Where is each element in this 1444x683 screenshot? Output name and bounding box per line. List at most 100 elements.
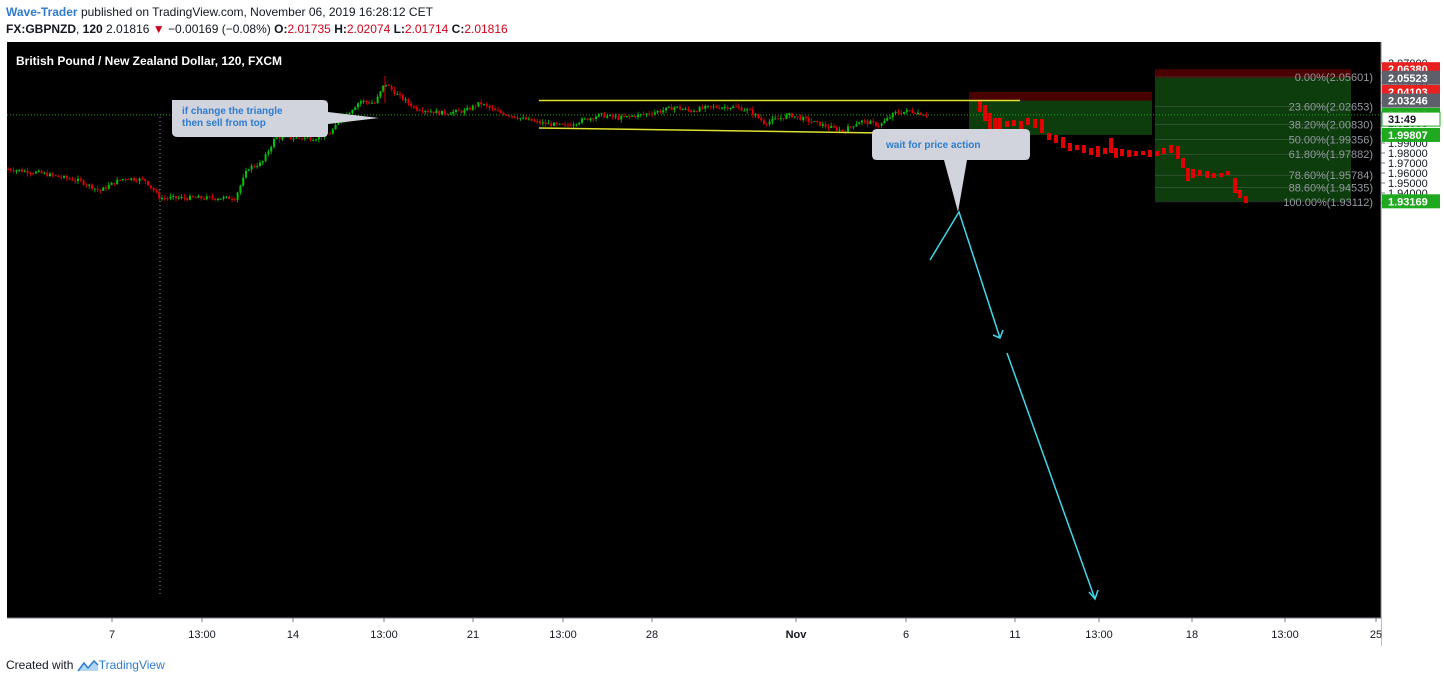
candle-body	[665, 107, 667, 111]
candle-body	[12, 170, 15, 172]
candle-body	[7, 169, 9, 170]
callout-bubble-2	[872, 129, 1030, 212]
candle-body	[191, 196, 194, 198]
callout-triangle-note[interactable]: if change the triangle then sell from to…	[172, 100, 379, 137]
projection-bar	[1205, 171, 1209, 178]
y-tick-label: 1.96000	[1388, 168, 1428, 180]
publish-info: Wave-Trader published on TradingView.com…	[6, 5, 433, 19]
candle-body	[485, 104, 488, 106]
callout-wait-note[interactable]: wait for price action	[872, 129, 1030, 212]
projection-bar	[1198, 170, 1202, 176]
author-link[interactable]: Wave-Trader	[6, 5, 78, 19]
candle-body	[533, 120, 536, 122]
projection-bar	[1238, 190, 1242, 198]
candle-body	[704, 106, 707, 109]
candle-body	[194, 197, 197, 199]
x-tick-label: 7	[109, 629, 115, 641]
candle-body	[250, 165, 253, 170]
candle-body	[788, 113, 791, 116]
candle-body	[746, 109, 749, 111]
projection-bar	[1134, 151, 1138, 156]
candle-body	[508, 115, 511, 117]
fib-label: 88.60%(1.94535)	[1289, 183, 1373, 195]
fib-label: 23.60%(2.02653)	[1289, 101, 1373, 113]
candle-body	[698, 107, 701, 112]
candle-body	[429, 111, 432, 113]
candle-body	[197, 196, 200, 198]
candle-body	[653, 112, 656, 115]
x-tick-label: 13:00	[1271, 629, 1299, 641]
candle-body	[771, 118, 774, 122]
x-tick-label: 13:00	[549, 629, 577, 641]
candle-body	[214, 198, 217, 200]
candle-body	[905, 110, 908, 112]
candle-body	[723, 106, 726, 108]
candle-body	[152, 187, 155, 191]
tradingview-brand-link[interactable]: TradingView	[98, 658, 165, 672]
candle-body	[525, 117, 527, 120]
candle-body	[502, 112, 505, 115]
fib-label: 78.60%(1.95784)	[1289, 170, 1373, 182]
candle-body	[85, 184, 88, 186]
projection-bar	[1155, 151, 1159, 156]
candle-body	[488, 105, 491, 108]
candle-body	[245, 170, 247, 178]
plot-background[interactable]	[7, 42, 1381, 646]
candle-body	[427, 111, 429, 113]
candle-body	[169, 196, 172, 199]
candle-body	[141, 178, 144, 180]
price-axis: 2.070002.060002.050002.030002.020002.010…	[1381, 58, 1441, 210]
projection-bar	[983, 105, 987, 121]
close-label: C:	[451, 22, 465, 36]
candle-body	[26, 170, 29, 174]
candle-body	[446, 113, 449, 115]
candle-body	[46, 172, 49, 177]
candle-body	[334, 124, 337, 130]
candle-body	[401, 94, 404, 100]
candle-body	[819, 121, 821, 126]
candle-body	[49, 173, 51, 177]
candle-body	[390, 85, 393, 90]
candle-body	[284, 136, 287, 138]
candle-body	[348, 113, 351, 115]
candle-body	[483, 104, 485, 106]
candle-body	[880, 123, 883, 126]
candle-body	[623, 116, 625, 118]
candle-body	[603, 113, 606, 118]
candle-body	[838, 129, 841, 131]
candle-body	[743, 110, 746, 112]
price-label-text: 2.03246	[1388, 96, 1428, 108]
candle-body	[180, 196, 183, 198]
price-label-text: 31:49	[1388, 114, 1416, 126]
candle-body	[760, 117, 763, 121]
candle-body	[477, 102, 480, 107]
tradingview-logo-icon	[77, 659, 99, 672]
projection-bar	[1219, 173, 1223, 177]
candle-body	[35, 171, 37, 174]
arrow-head-1	[992, 329, 1004, 339]
candle-body	[729, 108, 732, 110]
candle-body	[379, 91, 382, 97]
candle-body	[113, 182, 116, 185]
candle-body	[911, 110, 914, 113]
price-chart[interactable]: 0.00%(2.05601) 23.60%(2.02653) 38.20%(2.00…	[0, 42, 1444, 650]
projection-bar	[1089, 148, 1093, 155]
time-axis-background[interactable]	[7, 618, 1381, 646]
candle-body	[124, 178, 127, 180]
price-action-arrow	[929, 210, 1001, 339]
price-axis-background[interactable]	[1381, 42, 1444, 646]
candle-body	[908, 110, 911, 112]
x-tick-label: 13:00	[188, 629, 216, 641]
candle-body	[309, 137, 312, 140]
candle-body	[457, 109, 460, 111]
projection-bar	[1075, 145, 1079, 150]
candle-body	[564, 124, 567, 126]
candle-body	[147, 180, 149, 186]
candle-body	[541, 122, 544, 124]
candle-body	[18, 169, 21, 171]
candle-body	[894, 111, 897, 114]
candle-body	[735, 106, 737, 108]
candle-body	[637, 114, 639, 118]
fib-label: 0.00%(2.05601)	[1295, 72, 1373, 84]
candle-body	[779, 118, 782, 120]
